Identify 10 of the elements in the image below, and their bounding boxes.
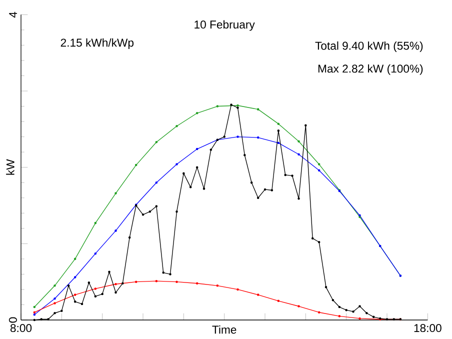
y-tick-label: 0 (8, 317, 17, 323)
annotation: Max 2.82 kW (100%) (318, 64, 423, 75)
annotation: 2.15 kWh/kWp (60, 38, 134, 49)
y-tick-label: 4 (9, 12, 17, 18)
chart-title: 10 February (194, 20, 255, 31)
y-axis-title: kW (6, 159, 14, 175)
x-tick-label: 8:00 (10, 324, 32, 332)
x-tick-label: 18:00 (414, 324, 442, 332)
x-axis-title: Time (212, 325, 236, 334)
annotation: Total 9.40 kWh (55%) (315, 41, 423, 52)
